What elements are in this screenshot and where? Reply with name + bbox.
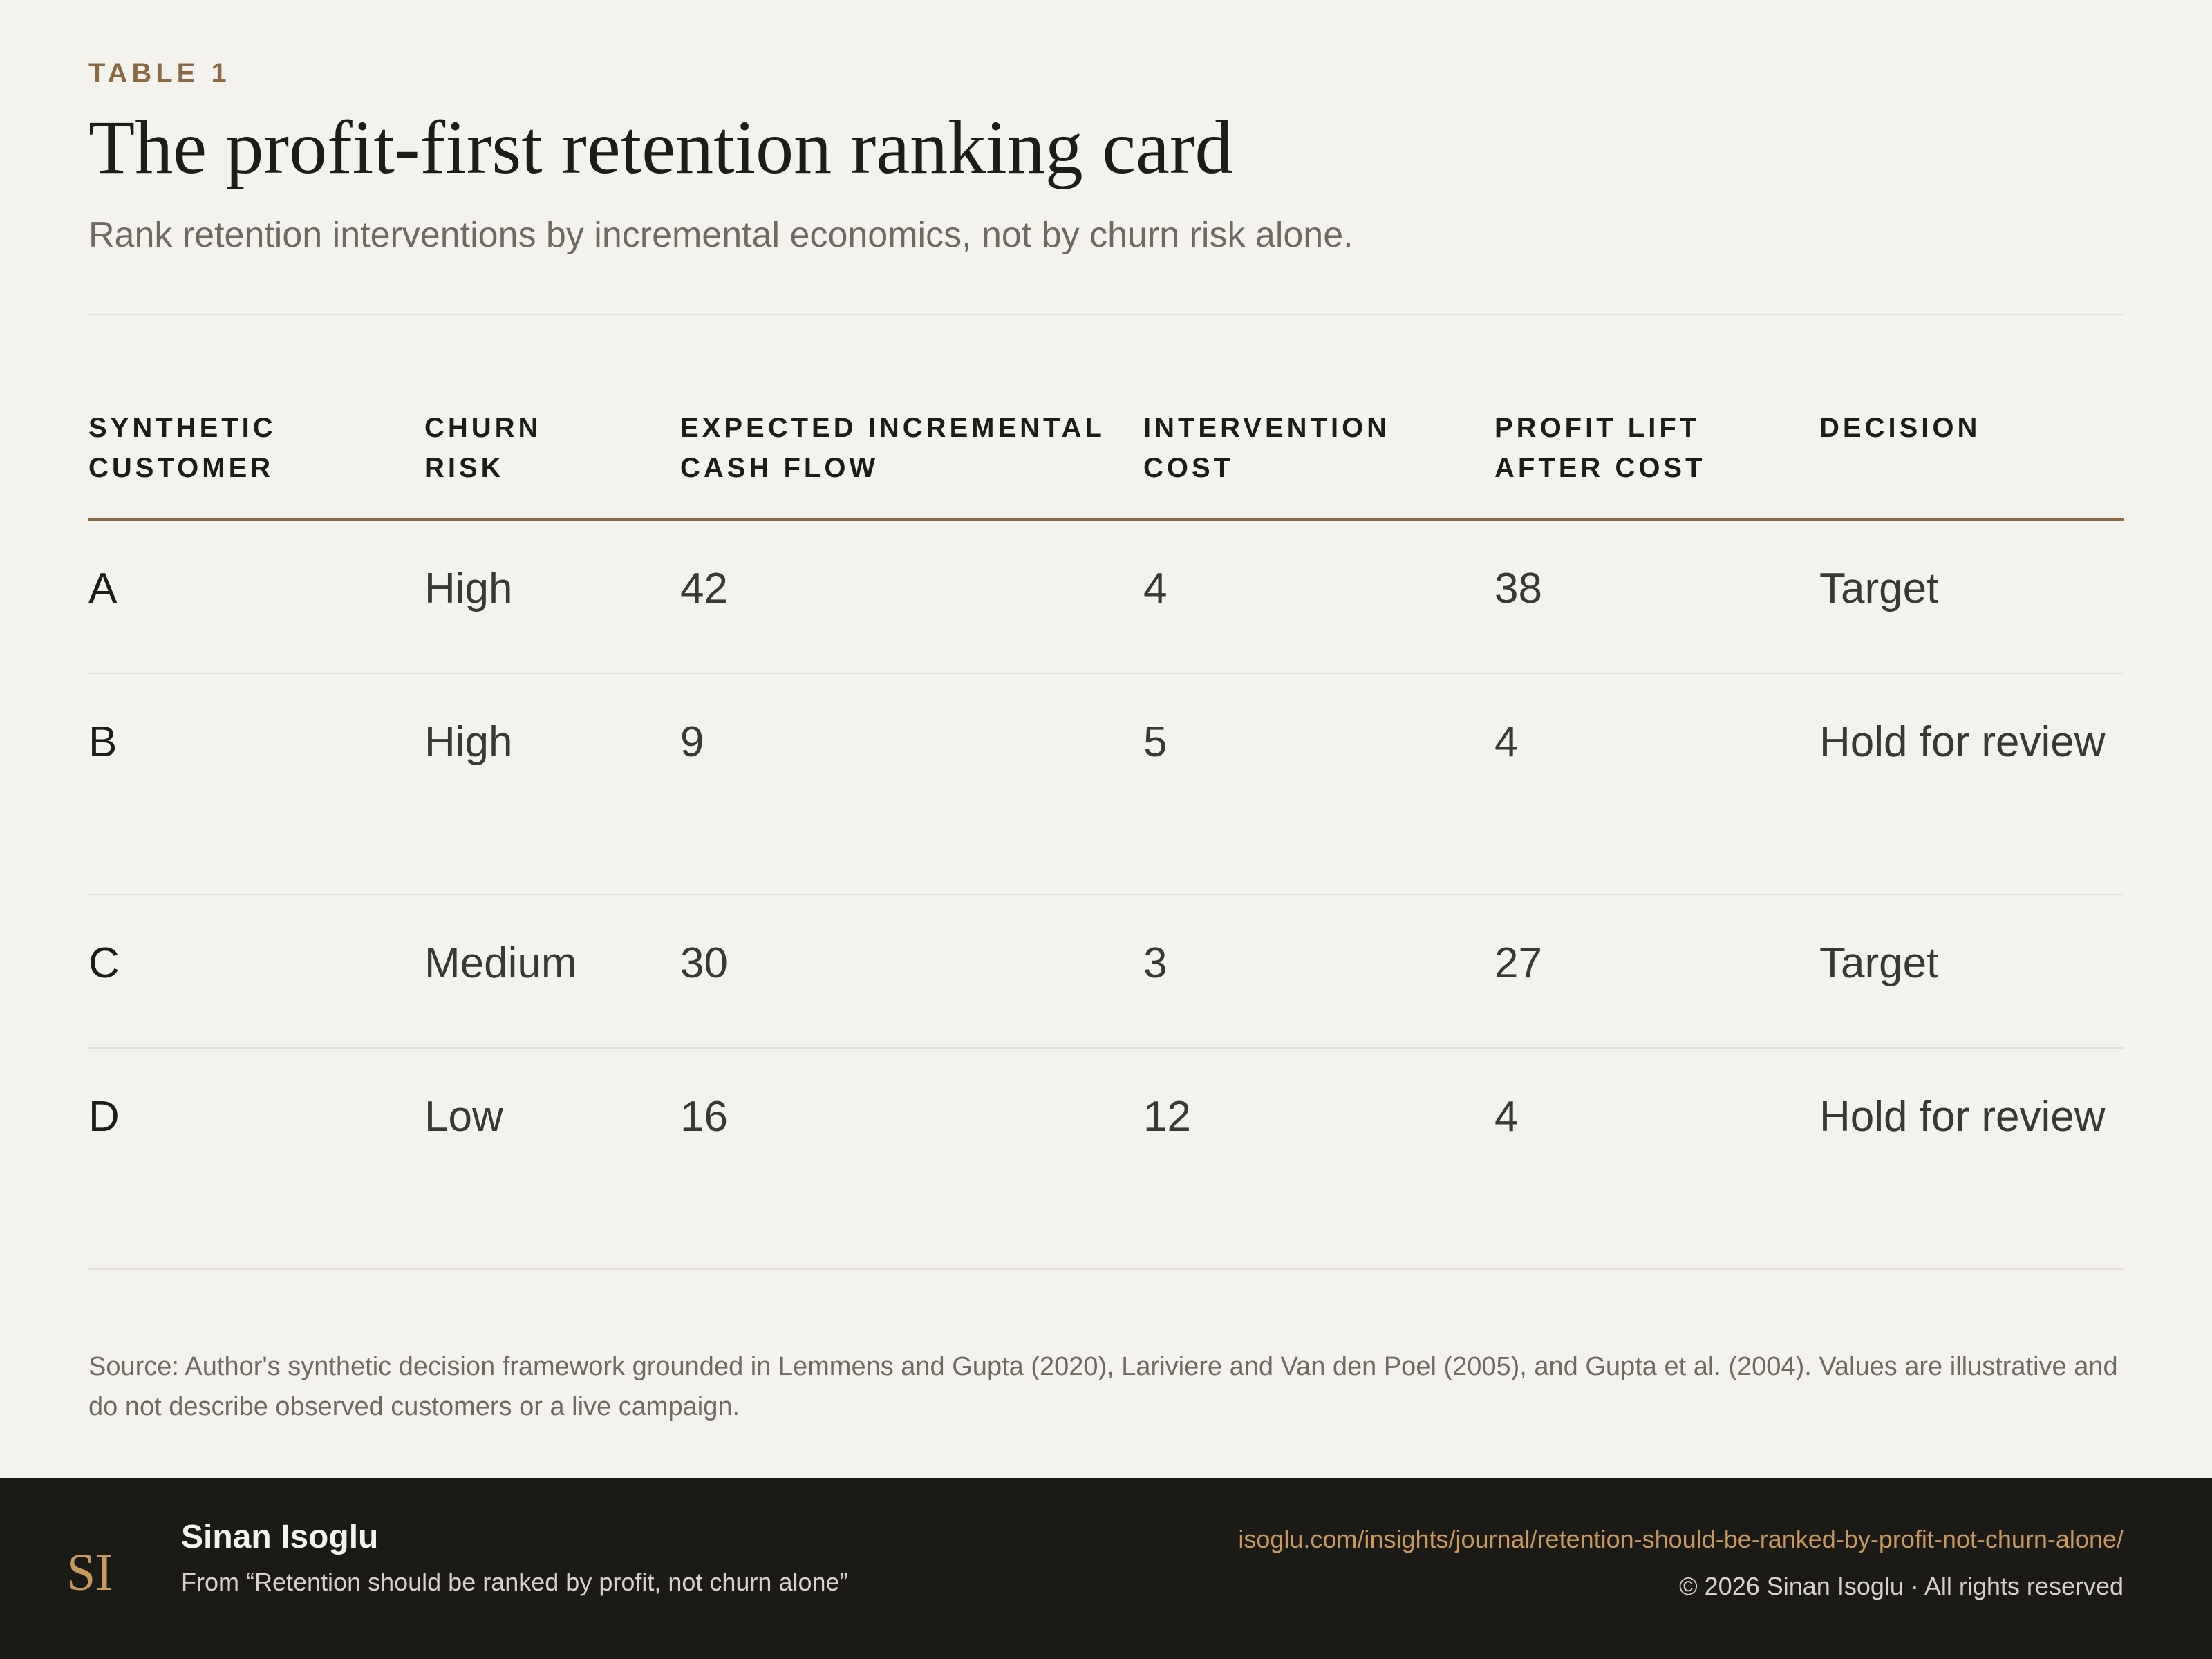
column-header-intervention-cost: INTERVENTION COST	[1143, 413, 1391, 483]
article-link[interactable]: isoglu.com/insights/journal/retention-sh…	[1238, 1525, 2124, 1553]
cell-decision: Hold for review	[1819, 718, 2106, 766]
cell-churn-risk: High	[424, 718, 513, 766]
cell-intervention-cost: 3	[1143, 939, 1168, 987]
cell-profit-lift: 38	[1494, 565, 1542, 612]
cell-intervention-cost: 5	[1143, 718, 1168, 766]
cell-cash-flow: 16	[680, 1093, 728, 1141]
cell-cash-flow: 42	[680, 565, 728, 612]
cell-profit-lift: 4	[1494, 1093, 1519, 1141]
table-row: A High 42 4 38 Target	[88, 521, 2124, 674]
copyright: © 2026 Sinan Isoglu · All rights reserve…	[1679, 1572, 2124, 1600]
column-header-cash-flow: EXPECTED INCREMENTAL CASH FLOW	[680, 413, 1105, 483]
column-header-profit-lift: PROFIT LIFT AFTER COST	[1494, 413, 1706, 483]
cell-customer: D	[88, 1093, 120, 1141]
column-header-decision: DECISION	[1819, 413, 1981, 443]
column-header-customer: SYNTHETIC CUSTOMER	[88, 413, 276, 483]
cell-profit-lift: 4	[1494, 718, 1519, 766]
cell-customer: C	[88, 939, 120, 987]
source-note: Source: Author's synthetic decision fram…	[88, 1352, 2118, 1421]
cell-decision: Target	[1819, 565, 1939, 612]
svg-text:SI: SI	[66, 1544, 113, 1601]
page-title: The profit-first retention ranking card	[88, 105, 1233, 189]
cell-decision: Hold for review	[1819, 1093, 2106, 1141]
cell-cash-flow: 9	[680, 718, 704, 766]
cell-customer: B	[88, 718, 118, 766]
table-kicker: TABLE 1	[88, 58, 231, 88]
table-row: C Medium 30 3 27 Target	[88, 895, 2124, 1049]
column-header-churn-risk: CHURN RISK	[424, 413, 542, 483]
table-header: SYNTHETIC CUSTOMER CHURN RISK EXPECTED I…	[88, 408, 2124, 521]
table-row: D Low 16 12 4 Hold for review	[88, 1049, 2124, 1270]
cell-profit-lift: 27	[1494, 939, 1542, 987]
header-divider	[88, 314, 2124, 315]
article-reference: From “Retention should be ranked by prof…	[181, 1568, 848, 1596]
page-subtitle: Rank retention interventions by incremen…	[88, 215, 1353, 255]
cell-intervention-cost: 12	[1143, 1093, 1191, 1141]
cell-decision: Target	[1819, 939, 1939, 987]
cell-cash-flow: 30	[680, 939, 728, 987]
ranking-table: SYNTHETIC CUSTOMER CHURN RISK EXPECTED I…	[88, 408, 2124, 1270]
cell-churn-risk: Low	[424, 1093, 503, 1141]
cell-churn-risk: Medium	[424, 939, 577, 987]
footer: SI Sinan Isoglu From “Retention should b…	[0, 1478, 2212, 1659]
author-name: Sinan Isoglu	[181, 1519, 379, 1555]
table-row: B High 9 5 4 Hold for review	[88, 674, 2124, 895]
author-monogram-logo: SI	[66, 1544, 113, 1601]
cell-intervention-cost: 4	[1143, 565, 1168, 612]
cell-customer: A	[88, 565, 118, 612]
cell-churn-risk: High	[424, 565, 513, 612]
